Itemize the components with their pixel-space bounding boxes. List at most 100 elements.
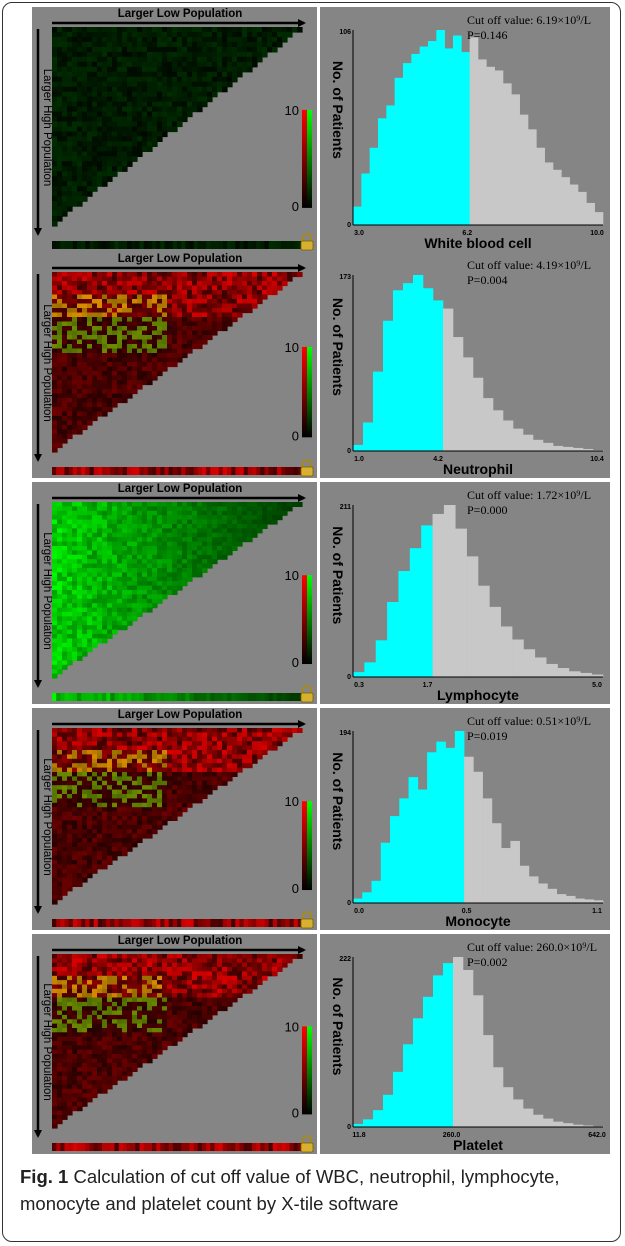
- heatmap-cell: [147, 780, 153, 786]
- heatmap-cell: [62, 546, 68, 551]
- histogram-bar: [428, 41, 437, 225]
- heatmap-cell: [227, 81, 233, 88]
- heatmap-cell: [177, 554, 183, 560]
- heatmap-cell: [137, 384, 143, 390]
- heatmap-cell: [67, 51, 73, 58]
- heatmap-cell: [172, 984, 178, 990]
- heatmap-cell: [152, 754, 158, 760]
- heatmap-cell: [212, 303, 218, 309]
- heatmap-cell: [82, 546, 88, 551]
- heatmap-cell: [87, 758, 93, 764]
- heatmap-cell: [72, 121, 78, 128]
- histogram-bar: [444, 48, 454, 226]
- heatmap-cell: [97, 126, 103, 133]
- strip-cell: [281, 467, 286, 475]
- heatmap-cell: [77, 141, 83, 147]
- histogram-bar: [473, 377, 484, 451]
- heatmap-cell: [87, 37, 93, 43]
- heatmap-cell: [202, 285, 208, 291]
- heatmap-cell: [192, 541, 198, 547]
- heatmap-cell: [107, 728, 113, 733]
- heatmap-cell: [137, 32, 143, 38]
- heatmap-cell: [197, 954, 203, 959]
- heatmap-cell: [157, 598, 163, 604]
- heatmap-cell: [182, 326, 188, 332]
- heatmap-cell: [172, 81, 178, 88]
- histogram-bar: [378, 118, 387, 225]
- heatmap-cell: [62, 344, 68, 350]
- heatmap-cell: [97, 276, 103, 282]
- heatmap-cell: [72, 326, 78, 332]
- heatmap-cell: [182, 91, 188, 98]
- heatmap-cell: [202, 537, 208, 543]
- strip-cell: [181, 919, 186, 927]
- heatmap-cell: [52, 308, 58, 314]
- heatmap-cell: [157, 559, 163, 565]
- heatmap-cell: [52, 550, 58, 556]
- heatmap-cell: [97, 131, 103, 138]
- heatmap-cell: [197, 303, 203, 309]
- heatmap-cell: [82, 864, 88, 870]
- heatmap-cell: [222, 750, 228, 755]
- heatmap-cell: [187, 335, 193, 341]
- heatmap-cell: [182, 71, 188, 78]
- heatmap-cell: [167, 780, 173, 786]
- heatmap-cell: [177, 984, 183, 990]
- heatmap-cell: [87, 161, 93, 167]
- heatmap-cell: [297, 272, 303, 278]
- heatmap-cell: [57, 76, 63, 83]
- heatmap-cell: [137, 598, 143, 604]
- heatmap-cell: [62, 890, 68, 896]
- strip-cell: [206, 919, 211, 927]
- strip-cell: [202, 467, 207, 475]
- strip-cell: [177, 693, 182, 701]
- heatmap-cell: [102, 638, 108, 644]
- heatmap-cell: [132, 326, 138, 332]
- heatmap-cell: [142, 96, 148, 103]
- strip-cell: [172, 919, 178, 927]
- heatmap-cell: [62, 211, 68, 217]
- heatmap-cell: [87, 276, 93, 282]
- strip-cell: [110, 693, 115, 701]
- heatmap-cell: [127, 502, 133, 507]
- strip-cell: [206, 241, 211, 249]
- heatmap-cell: [72, 833, 78, 839]
- heatmap-cell: [72, 46, 78, 53]
- heatmap-cell: [62, 656, 68, 661]
- heatmap-cell: [77, 91, 83, 98]
- heatmap-cell: [82, 407, 88, 413]
- heatmap-cell: [142, 563, 148, 569]
- heatmap-cell: [117, 61, 123, 68]
- heatmap-cell: [132, 776, 138, 782]
- strip-cell: [122, 919, 128, 927]
- histogram-bar: [519, 114, 529, 225]
- strip-cell: [89, 241, 95, 249]
- heatmap-cell: [167, 997, 173, 1003]
- strip-cell: [285, 467, 290, 475]
- heatmap-cell: [142, 81, 148, 88]
- heatmap-cell: [142, 321, 148, 327]
- heatmap-cell: [197, 285, 203, 291]
- heatmap-cell: [172, 51, 178, 58]
- histogram-bar: [469, 37, 479, 225]
- heatmap-cell: [212, 46, 218, 53]
- heatmap-cell: [62, 425, 68, 431]
- heatmap-cell: [252, 32, 258, 38]
- heatmap-cell: [182, 581, 188, 587]
- heatmap-cell: [57, 816, 63, 821]
- heatmap-cell: [72, 141, 78, 147]
- heatmap-cell: [52, 890, 58, 896]
- heatmap-cell: [102, 594, 108, 600]
- heatmap-cell: [67, 772, 73, 777]
- heatmap-cell: [67, 384, 73, 390]
- heatmap-cell: [107, 326, 113, 332]
- heatmap-cell: [167, 41, 173, 48]
- heatmap-cell: [117, 366, 123, 372]
- heatmap-cell: [67, 572, 73, 578]
- heatmap-cell: [147, 745, 153, 751]
- x-tick-label: 10.0: [590, 230, 604, 237]
- heatmap-cell: [172, 276, 178, 282]
- strip-cell: [85, 919, 90, 927]
- heatmap-cell: [117, 46, 123, 53]
- heatmap-cell: [177, 988, 183, 994]
